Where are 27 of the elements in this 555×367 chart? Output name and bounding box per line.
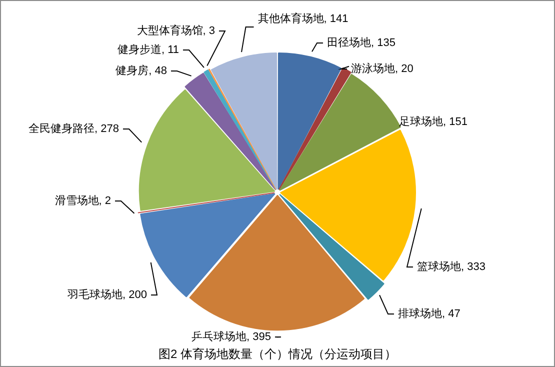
slice-label: 羽毛球场地 (68, 288, 123, 302)
data-label: , 3 (202, 25, 216, 38)
slice-label: 健身步道 (117, 43, 162, 56)
data-label: , 11 (161, 44, 179, 56)
data-label: , 47 (442, 308, 460, 320)
slice-label: 游泳场地 (351, 62, 395, 76)
slice-label: 乒乓球场地 (192, 330, 247, 344)
data-label: , 395 (246, 331, 272, 344)
data-label: , 200 (122, 289, 148, 302)
data-label: , 2 (98, 195, 112, 208)
data-label: , 333 (461, 261, 486, 274)
data-label: , 48 (148, 65, 168, 78)
slice-label: 其他体育场地 (258, 12, 324, 26)
data-label: , 278 (94, 123, 120, 136)
slice-label: 健身房 (116, 64, 149, 78)
slice-label: 田径场地 (327, 36, 371, 50)
slice-label: 滑雪场地 (54, 194, 99, 208)
slice-label: 排球场地 (398, 307, 442, 320)
data-label: , 151 (443, 116, 468, 128)
text: 图2 体育场地数量（个）情况（分运动项目） (158, 347, 397, 362)
data-label: , 135 (371, 37, 396, 50)
slice-label: 篮球场地 (417, 260, 461, 274)
slice-label: 足球场地 (399, 115, 443, 128)
slice-label: 全民健身路径 (28, 123, 95, 136)
data-label: , 20 (395, 63, 414, 76)
data-label: , 141 (324, 13, 348, 26)
slice-label: 大型体育场馆 (136, 24, 203, 38)
